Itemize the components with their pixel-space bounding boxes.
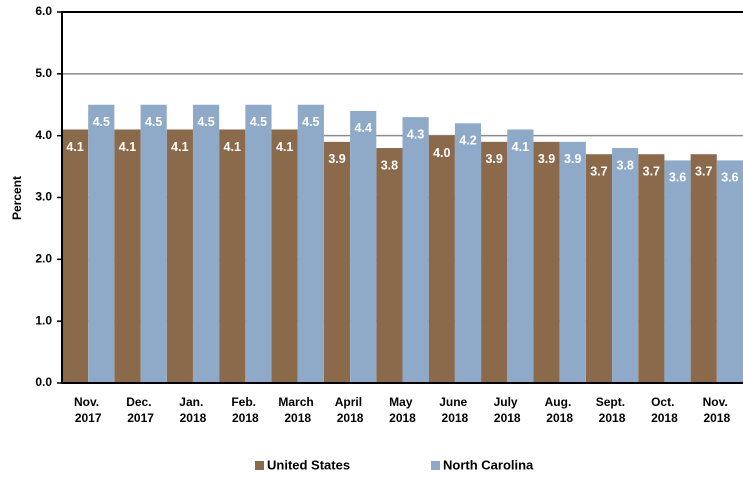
x-tick-label: Sept. 2018 xyxy=(596,395,629,425)
x-tick-label: Oct. 2018 xyxy=(651,395,678,425)
value-label: 4.1 xyxy=(512,140,529,154)
y-tick-label: 2.0 xyxy=(35,252,52,266)
value-label: 3.7 xyxy=(643,165,660,179)
value-label: 4.0 xyxy=(433,146,450,160)
x-tick-label: May 2018 xyxy=(389,395,416,425)
bar xyxy=(245,104,272,383)
bar xyxy=(454,123,482,384)
value-label: 4.5 xyxy=(250,115,267,129)
bar xyxy=(88,104,115,383)
value-label: 4.1 xyxy=(224,140,241,154)
bar xyxy=(219,129,246,383)
bar xyxy=(350,110,377,383)
legend-swatch xyxy=(255,461,264,470)
value-label: 3.9 xyxy=(538,152,555,166)
y-tick-label: 1.0 xyxy=(35,313,52,327)
bar xyxy=(402,117,429,383)
y-axis-title: Percent xyxy=(10,176,24,220)
x-tick-label: Nov. 2017 xyxy=(74,395,102,425)
bar xyxy=(481,141,508,383)
bar xyxy=(166,129,193,383)
value-label: 4.3 xyxy=(407,127,424,141)
bar xyxy=(716,160,743,383)
y-tick-label: 0.0 xyxy=(35,375,52,389)
y-tick-label: 3.0 xyxy=(35,190,52,204)
bar xyxy=(559,141,586,383)
value-label: 4.2 xyxy=(459,134,476,148)
y-tick-label: 4.0 xyxy=(35,128,52,142)
x-tick-label: July 2018 xyxy=(494,395,521,425)
x-tick-label: April 2018 xyxy=(335,395,366,425)
bar xyxy=(376,148,403,383)
value-label: 4.5 xyxy=(302,115,319,129)
value-label: 3.6 xyxy=(721,171,738,185)
value-label: 3.7 xyxy=(695,165,712,179)
value-label: 3.9 xyxy=(564,152,581,166)
bar xyxy=(62,129,89,383)
x-tick-label: Feb. 2018 xyxy=(231,395,259,425)
bar xyxy=(114,129,141,383)
value-label: 4.1 xyxy=(171,140,188,154)
bar xyxy=(664,160,691,383)
bar xyxy=(323,141,351,383)
value-label: 3.7 xyxy=(590,165,607,179)
value-label: 3.8 xyxy=(616,158,633,172)
y-tick-label: 5.0 xyxy=(35,66,52,80)
bar xyxy=(612,148,639,383)
bar xyxy=(690,154,717,383)
x-tick-label: Aug. 2018 xyxy=(545,395,575,425)
bar xyxy=(297,104,324,383)
x-tick-label: Jan. 2018 xyxy=(179,395,206,425)
bar xyxy=(271,129,298,383)
value-label: 3.8 xyxy=(381,158,398,172)
value-label: 3.6 xyxy=(669,171,686,185)
bar xyxy=(192,104,220,383)
value-label: 4.5 xyxy=(93,115,110,129)
value-label: 4.1 xyxy=(66,140,83,154)
value-label: 3.9 xyxy=(485,152,502,166)
legend-swatch xyxy=(431,461,440,470)
value-label: 3.9 xyxy=(328,152,345,166)
bar xyxy=(533,141,560,383)
bar xyxy=(140,104,167,383)
legend-label: United States xyxy=(267,457,350,472)
x-tick-label: March 2018 xyxy=(278,395,317,425)
bar xyxy=(428,135,455,383)
value-label: 4.1 xyxy=(276,140,293,154)
value-label: 4.1 xyxy=(119,140,136,154)
value-label: 4.5 xyxy=(145,115,162,129)
x-tick-label: June 2018 xyxy=(439,395,470,425)
y-tick-label: 6.0 xyxy=(35,4,52,18)
legend-label: North Carolina xyxy=(443,457,534,472)
x-tick-label: Nov. 2018 xyxy=(703,395,731,425)
value-label: 4.4 xyxy=(355,121,372,135)
bar xyxy=(507,129,534,383)
value-label: 4.5 xyxy=(197,115,214,129)
x-tick-label: Dec. 2017 xyxy=(126,395,155,425)
bar xyxy=(585,154,613,383)
bar xyxy=(638,154,665,383)
